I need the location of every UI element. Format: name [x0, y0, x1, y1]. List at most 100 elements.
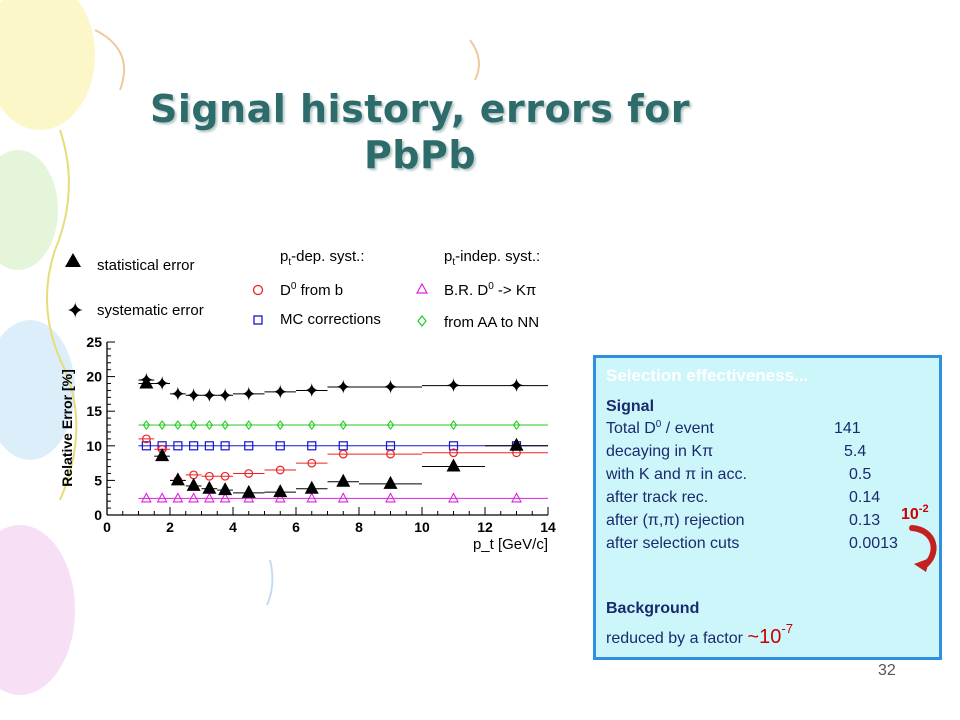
data-point	[221, 420, 229, 430]
background-reduction: reduced by a factor ~10-7	[606, 622, 793, 649]
data-point	[203, 492, 215, 503]
slide-title-line-1: Signal history, errors for	[149, 87, 691, 131]
signal-row: with K and π in acc. 0.5	[606, 466, 871, 484]
data-point	[244, 469, 254, 478]
data-point	[338, 449, 348, 459]
data-point	[336, 473, 351, 487]
chart-marks: ✦✦✦✦✦✦✦✦✦✦✦✦✦	[138, 370, 548, 503]
series-d0-from-b	[138, 434, 548, 485]
rejection-note: 10-2	[901, 503, 929, 524]
legend-header-dependent: pt-dep. syst.:	[280, 248, 364, 268]
reduction-factor-base: ~10	[747, 626, 782, 648]
data-point	[275, 441, 285, 451]
data-point	[274, 492, 286, 503]
data-point	[189, 420, 198, 430]
data-point	[139, 375, 154, 389]
data-point	[142, 420, 151, 430]
balloon-yellow	[0, 0, 95, 130]
y-tick-label: 10	[86, 438, 102, 454]
legend-marker-systematic: ✦	[66, 298, 84, 323]
data-point	[189, 441, 199, 451]
data-point	[339, 420, 347, 430]
data-point	[448, 492, 459, 503]
y-tick-label: 5	[94, 472, 102, 488]
background-label: Background	[606, 600, 700, 617]
data-point	[386, 420, 395, 430]
reduction-text: reduced by a factor	[606, 630, 748, 647]
data-point: ✦	[382, 377, 399, 399]
data-point	[245, 420, 253, 430]
x-tick-label: 2	[166, 519, 174, 535]
legend-marker-mc	[253, 315, 263, 325]
series-b-r-d0-kpi	[138, 492, 548, 503]
data-point	[172, 492, 184, 503]
signal-row-label: after selection cuts	[606, 535, 740, 552]
x-tick-label: 8	[355, 519, 363, 535]
data-point	[448, 441, 459, 451]
data-point: ✦	[303, 380, 320, 402]
data-point: ✦	[240, 384, 257, 406]
rejection-note-base: 10	[901, 506, 919, 523]
signal-row-label: Total D0 / event	[606, 419, 714, 438]
signal-row-value: 0.13	[849, 512, 881, 529]
legend-label-br: B.R. D0 -> Kπ	[444, 281, 536, 299]
data-point: ✦	[508, 376, 525, 398]
signal-row: after track rec. 0.14	[606, 489, 880, 507]
data-point	[158, 420, 166, 430]
y-tick-label: 15	[86, 403, 102, 419]
slide-title-line-2: PbPb	[363, 133, 477, 177]
data-point	[204, 441, 214, 451]
data-point	[449, 448, 458, 458]
signal-row-label: with K and π in acc.	[606, 466, 747, 483]
x-tick-label: 0	[103, 519, 111, 535]
legend-label-statistical: statistical error	[97, 257, 195, 274]
data-point: ✦	[335, 377, 352, 399]
data-point	[385, 492, 396, 503]
data-point	[511, 492, 522, 503]
x-tick-label: 6	[292, 519, 300, 535]
data-point	[276, 420, 284, 430]
legend-header-independent: pt-indep. syst.:	[444, 248, 540, 268]
signal-row: Total D0 / event 141	[606, 419, 861, 438]
legend-label-aa: from AA to NN	[444, 314, 539, 331]
data-point: ✦	[445, 376, 462, 398]
balloon-string	[266, 559, 274, 606]
chart-legend: statistical error ✦ systematic error pt-…	[65, 248, 540, 331]
legend-marker-statistical	[65, 253, 81, 267]
balloon-string	[469, 39, 480, 81]
data-point	[308, 420, 316, 430]
rejection-note-exp: -2	[918, 503, 929, 515]
data-point	[512, 420, 521, 430]
data-point	[307, 441, 317, 451]
signal-row-value: 0.0013	[849, 535, 898, 552]
signal-row-value: 5.4	[844, 443, 867, 460]
data-point	[446, 458, 461, 472]
data-point	[141, 434, 151, 444]
data-point	[170, 472, 185, 486]
legend-label-mc: MC corrections	[280, 311, 381, 328]
data-point: ✦	[154, 374, 171, 396]
data-point	[156, 492, 168, 503]
data-point	[141, 441, 151, 451]
series-statistical-error	[138, 375, 548, 498]
signal-row: decaying in Kπ 5.4	[606, 443, 866, 461]
y-axis-label: Relative Error [%]	[59, 369, 75, 486]
balloon-string	[94, 29, 125, 91]
x-axis-label: p_t [GeV/c]	[473, 536, 548, 553]
data-point	[204, 471, 214, 481]
curved-arrow-icon	[909, 525, 937, 572]
data-point	[386, 449, 395, 459]
data-point	[275, 465, 285, 475]
reduction-factor-exp: -7	[781, 621, 793, 636]
signal-row-label: decaying in Kπ	[606, 443, 714, 460]
data-point	[219, 492, 231, 503]
data-point	[218, 482, 233, 496]
y-tick-label: 20	[86, 369, 102, 385]
data-point	[205, 420, 214, 430]
data-point	[220, 441, 230, 451]
balloon-blue	[0, 320, 75, 460]
selection-info-box: Selection effectiveness... Signal Total …	[593, 355, 942, 660]
data-point: ✦	[217, 385, 234, 407]
data-point	[173, 441, 183, 451]
data-point	[306, 492, 318, 503]
